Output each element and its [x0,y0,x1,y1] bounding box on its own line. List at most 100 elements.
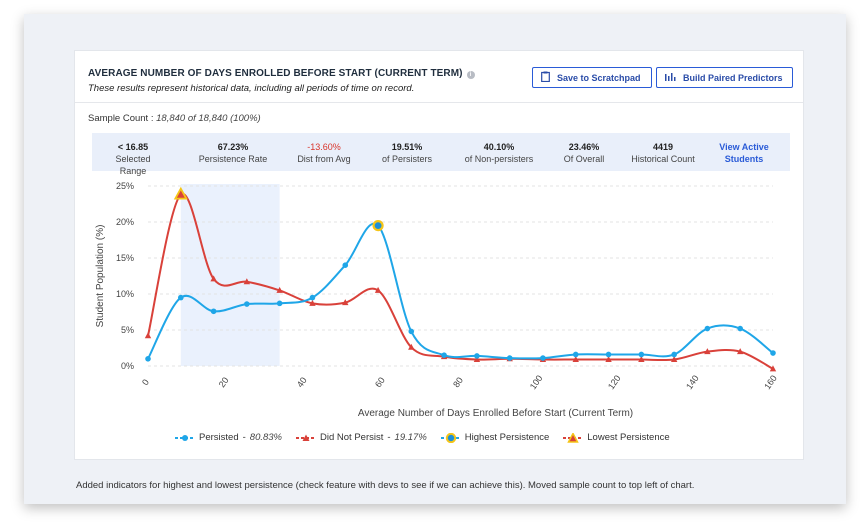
stat-of-persisters: 19.51% of Persisters [372,141,442,165]
y-tick-label: 20% [116,217,134,227]
persisted-point [210,308,217,315]
y-tick-label: 0% [121,361,134,371]
x-axis-label: Average Number of Days Enrolled Before S… [358,408,633,419]
legend-did-not-persist-pct: 19.17% [394,432,427,443]
sample-count: Sample Count : 18,840 of 18,840 (100%) [88,113,261,124]
did-not-persist-point [309,299,316,306]
view-active-students-link[interactable]: View Active Students [714,141,774,165]
persisted-point [506,355,513,361]
did-not-persist-point [473,356,481,363]
legend-highest-marker [440,432,461,443]
chart-legend: Persisted -80.83% Did Not Persist -19.17% … [175,432,670,443]
stat-label: Selected Range [115,154,151,176]
persisted-point [770,350,776,356]
stat-label: of Persisters [381,154,432,164]
did-not-persist-point [243,278,251,285]
y-axis-label: Student Population (%) [95,225,106,328]
did-not-persist-point [670,356,678,363]
x-tick-label: 140 [684,373,701,391]
persisted-point [572,351,579,358]
stat-dist-from-avg: -13.60% Dist from Avg [288,141,360,165]
stat-label: Historical Count [631,154,695,164]
stat-value: 19.51% [391,142,423,152]
stat-label: Persistence Rate [198,154,268,164]
persisted-point [441,352,447,358]
legend-did-not-persist[interactable]: Did Not Persist -19.17% [296,432,427,443]
legend-persisted-marker [175,434,195,441]
x-tick-label: 20 [217,375,231,389]
stat-historical-count: 4419 Historical Count [622,141,704,165]
stat-value: 23.46% [568,142,600,152]
x-tick-label: 0 [140,377,151,387]
x-tick-label: 40 [295,375,309,389]
stat-value: 40.10% [483,142,515,152]
x-tick-label: 80 [451,375,465,389]
did-not-persist-point [374,286,382,293]
persisted-point [474,353,480,359]
persisted-point [178,294,184,301]
legend-persisted[interactable]: Persisted -80.83% [175,432,282,443]
save-to-scratchpad-button[interactable]: Save to Scratchpad [532,67,652,88]
stat-label: Dist from Avg [297,154,351,164]
did-not-persist-point [572,356,579,363]
design-note: Added indicators for highest and lowest … [76,480,695,491]
bar-chart-icon [665,72,676,84]
x-tick-label: 160 [762,373,779,391]
did-not-persist-point [210,275,217,282]
legend-highest-persistence[interactable]: Highest Persistence [440,432,549,443]
build-paired-predictors-label: Build Paired Predictors [683,72,783,83]
persisted-point [309,294,316,301]
selected-range-band [180,184,280,366]
persisted-point [638,351,645,358]
legend-did-not-persist-marker [296,434,317,441]
sample-count-label: Sample Count : [88,113,154,124]
stat-label: Of Overall [563,154,605,164]
legend-persisted-pct: 80.83% [249,432,283,443]
highest-persistence-marker [372,219,384,232]
did-not-persist-point [408,343,415,350]
legend-lowest-label: Lowest Persistence [587,432,670,443]
stat-label: of Non-persisters [464,154,534,164]
y-tick-label: 5% [121,325,134,335]
stat-selected-range: < 16.85 Selected Range [106,141,160,177]
legend-lowest-marker [563,432,584,443]
sample-count-value: 18,840 of 18,840 (100%) [156,113,261,124]
chart-title: AVERAGE NUMBER OF DAYS ENROLLED BEFORE S… [88,68,475,79]
stat-of-overall: 23.46% Of Overall [554,141,614,165]
legend-lowest-persistence[interactable]: Lowest Persistence [563,432,670,443]
info-icon[interactable]: i [466,71,475,79]
x-tick-label: 100 [528,373,545,391]
stat-persistence-rate: 67.23% Persistence Rate [192,141,274,165]
stat-value: < 16.85 [117,142,149,152]
view-active-line2: Students [724,154,764,164]
stat-of-non-persisters: 40.10% of Non-persisters [452,141,546,165]
x-tick-label: 60 [373,375,387,389]
build-paired-predictors-button[interactable]: Build Paired Predictors [656,67,793,88]
did-not-persist-point [736,348,744,355]
persisted-point [737,325,743,332]
did-not-persist-point [704,348,711,355]
did-not-persist-point [144,332,152,339]
did-not-persist-point [342,299,349,306]
persisted-point [671,351,677,358]
y-tick-label: 10% [116,289,134,299]
y-tick-label: 25% [116,181,134,191]
persisted-point [408,328,415,335]
save-to-scratchpad-label: Save to Scratchpad [557,72,641,83]
lowest-persistence-marker [173,186,188,200]
stat-value: 67.23% [217,142,249,152]
legend-did-not-persist-label: Did Not Persist [320,432,384,443]
clipboard-icon [541,71,550,85]
persisted-point [605,351,612,358]
view-active-line1: View Active [719,142,769,152]
stat-value: 4419 [652,142,674,152]
y-tick-label: 15% [116,253,134,263]
persisted-point [704,325,711,332]
persisted-point [276,300,283,307]
line-chart: 0% 5% 10% 15% 20% 25% 0 20 40 60 80 100 120 140 160 Ave… [95,181,779,419]
stats-bar: < 16.85 Selected Range 67.23% Persistenc… [92,133,790,176]
persisted-point [540,355,546,361]
persisted-point [244,301,250,307]
chart-title-text: AVERAGE NUMBER OF DAYS ENROLLED BEFORE S… [88,68,463,79]
did-not-persist-point [605,356,612,363]
